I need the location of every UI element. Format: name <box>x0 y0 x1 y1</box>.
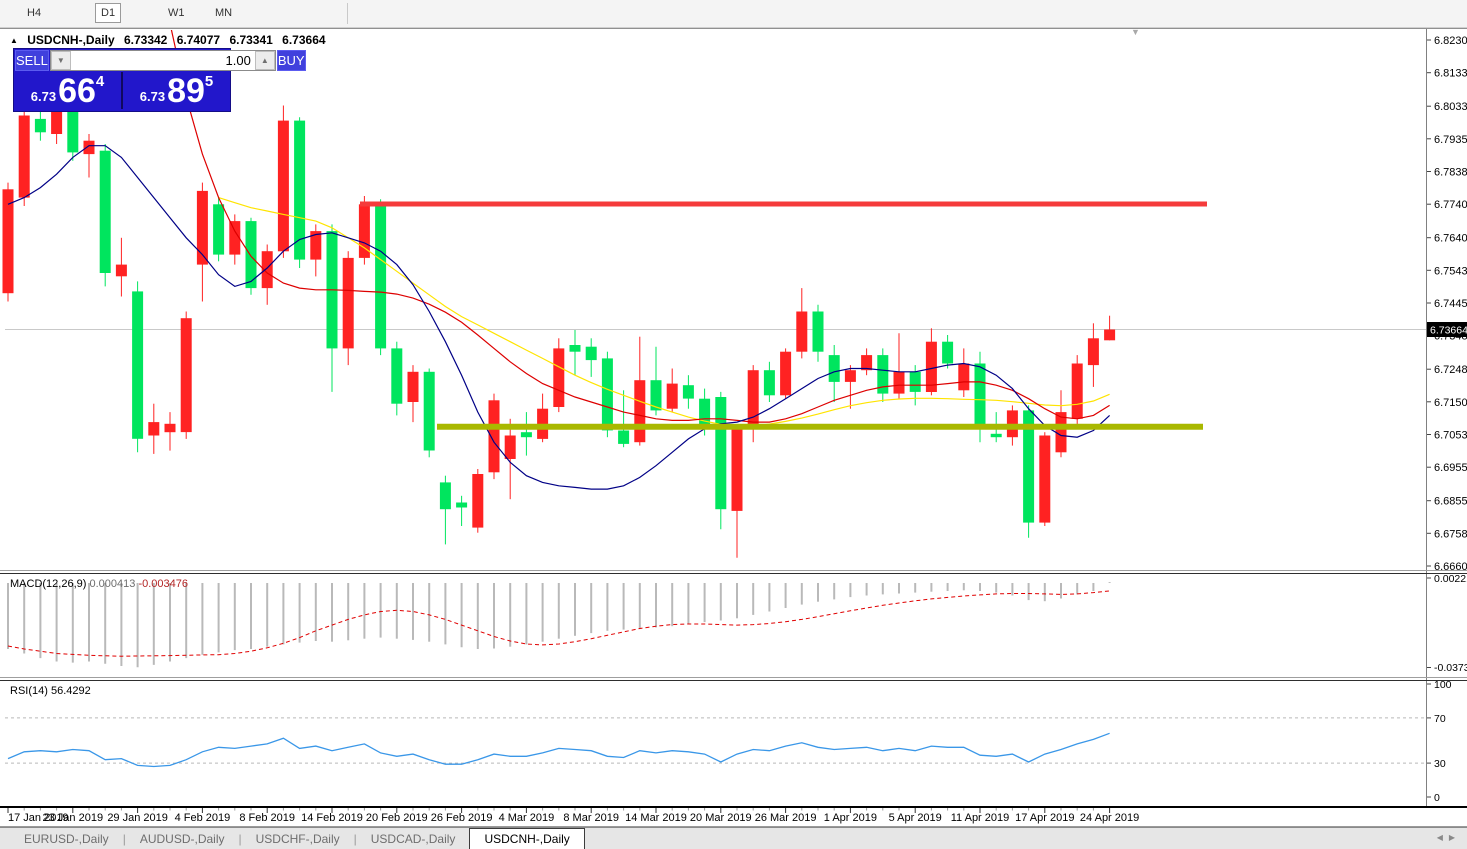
svg-text:26 Feb 2019: 26 Feb 2019 <box>431 812 493 824</box>
timeframe-button-w1[interactable]: W1 <box>168 7 185 19</box>
svg-text:11 Apr 2019: 11 Apr 2019 <box>951 812 1010 824</box>
tab-separator: | <box>238 831 242 846</box>
svg-text:6.72480: 6.72480 <box>1434 364 1467 376</box>
svg-text:6.75430: 6.75430 <box>1434 265 1467 277</box>
svg-text:17 Apr 2019: 17 Apr 2019 <box>1015 812 1074 824</box>
sell-price-prefix: 6.73 <box>30 89 57 104</box>
svg-text:6.77405: 6.77405 <box>1434 199 1467 211</box>
macd-main-value: 0.000413 <box>89 578 136 590</box>
buy-button[interactable]: BUY <box>276 50 306 71</box>
svg-text:8 Mar 2019: 8 Mar 2019 <box>563 812 619 824</box>
buy-price-big: 89 <box>167 72 205 111</box>
macd-name: MACD(12,26,9) <box>10 578 87 590</box>
chart-title: ▲ USDCNH-,Daily 6.73342 6.74077 6.73341 … <box>10 33 332 47</box>
tab-separator: | <box>122 831 126 846</box>
ohlc-high: 6.74077 <box>176 33 221 47</box>
svg-text:24 Apr 2019: 24 Apr 2019 <box>1080 812 1139 824</box>
svg-text:6.73664: 6.73664 <box>1430 325 1467 337</box>
ohlc-open: 6.73342 <box>123 33 168 47</box>
buy-price[interactable]: 6.73 89 5 <box>123 72 230 109</box>
timeframe-button-d1[interactable]: D1 <box>95 3 122 23</box>
svg-text:6.78380: 6.78380 <box>1434 167 1467 179</box>
svg-text:70: 70 <box>1434 713 1446 725</box>
volume-input[interactable] <box>70 51 255 70</box>
svg-text:6.76405: 6.76405 <box>1434 233 1467 245</box>
svg-text:1 Apr 2019: 1 Apr 2019 <box>824 812 877 824</box>
svg-text:6.66605: 6.66605 <box>1434 561 1467 573</box>
svg-text:6.68555: 6.68555 <box>1434 496 1467 508</box>
svg-text:6.74455: 6.74455 <box>1434 298 1467 310</box>
timeframe-button-mn[interactable]: MN <box>215 7 233 19</box>
volume-increase-icon[interactable]: ▲ <box>254 51 275 70</box>
svg-text:6.81330: 6.81330 <box>1434 68 1467 80</box>
sell-button[interactable]: SELL <box>15 50 49 71</box>
tab-usdcaddaily[interactable]: USDCAD-,Daily <box>370 831 456 846</box>
svg-text:6.69555: 6.69555 <box>1434 462 1467 474</box>
svg-text:20 Feb 2019: 20 Feb 2019 <box>366 812 428 824</box>
svg-text:8 Feb 2019: 8 Feb 2019 <box>239 812 295 824</box>
timeframe-toolbar: H4 D1 W1 MN <box>0 0 1467 28</box>
buy-price-prefix: 6.73 <box>139 89 166 104</box>
svg-text:14 Feb 2019: 14 Feb 2019 <box>301 812 363 824</box>
toolbar-separator <box>347 3 348 24</box>
one-click-trade-panel: SELL ▼ ▲ BUY 6.73 66 4 6.73 89 5 <box>13 48 306 112</box>
symbol-name: USDCNH-,Daily <box>27 33 115 47</box>
svg-text:6.80330: 6.80330 <box>1434 101 1467 113</box>
ohlc-low: 6.73341 <box>229 33 273 47</box>
chevron-down-icon[interactable]: ▼ <box>1131 27 1140 37</box>
svg-text:26 Mar 2019: 26 Mar 2019 <box>755 812 817 824</box>
svg-text:6.67580: 6.67580 <box>1434 528 1467 540</box>
svg-text:0.002212: 0.002212 <box>1434 573 1467 585</box>
rsi-name: RSI(14) <box>10 685 48 697</box>
svg-text:17 Jan 2019: 17 Jan 2019 <box>8 812 69 824</box>
svg-text:29 Jan 2019: 29 Jan 2019 <box>107 812 168 824</box>
svg-text:5 Apr 2019: 5 Apr 2019 <box>889 812 942 824</box>
svg-text:-0.037368: -0.037368 <box>1434 662 1467 674</box>
rsi-value: 56.4292 <box>50 685 91 697</box>
symbol-tab-bar: ◀▶ EURUSD-,Daily | AUDUSD-,Daily | USDCHF-,D… <box>0 827 1467 849</box>
collapse-icon[interactable]: ▲ <box>10 36 18 45</box>
svg-text:4 Mar 2019: 4 Mar 2019 <box>499 812 555 824</box>
buy-price-pip: 5 <box>204 73 214 90</box>
macd-signal-value: -0.003476 <box>138 578 188 590</box>
svg-text:100: 100 <box>1434 679 1452 691</box>
tab-audusddaily[interactable]: AUDUSD-,Daily <box>139 831 225 846</box>
volume-decrease-icon[interactable]: ▼ <box>50 51 71 70</box>
tab-scroll-right-icon[interactable]: ▶ <box>1448 833 1461 842</box>
svg-text:30: 30 <box>1434 758 1446 770</box>
svg-text:14 Mar 2019: 14 Mar 2019 <box>625 812 687 824</box>
svg-text:6.71505: 6.71505 <box>1434 397 1467 409</box>
sell-price-pip: 4 <box>95 73 105 90</box>
sell-price-big: 66 <box>58 72 96 111</box>
volume-stepper: ▼ ▲ <box>49 50 276 71</box>
svg-text:6.79355: 6.79355 <box>1434 134 1467 146</box>
svg-text:6.82305: 6.82305 <box>1434 35 1467 47</box>
svg-text:6.70530: 6.70530 <box>1434 430 1467 442</box>
ohlc-close: 6.73664 <box>282 33 326 47</box>
svg-text:4 Feb 2019: 4 Feb 2019 <box>175 812 231 824</box>
svg-text:20 Mar 2019: 20 Mar 2019 <box>690 812 752 824</box>
timeframe-button-h4[interactable]: H4 <box>27 7 42 19</box>
tab-separator: | <box>353 831 357 846</box>
tab-scroll-left-icon[interactable]: ◀ <box>1436 833 1449 842</box>
sell-price[interactable]: 6.73 66 4 <box>14 72 123 109</box>
svg-text:23 Jan 2019: 23 Jan 2019 <box>43 812 104 824</box>
tab-usdcnhdaily[interactable]: USDCNH-,Daily <box>469 827 585 849</box>
macd-indicator-label: MACD(12,26,9) 0.000413 -0.003476 <box>10 578 188 590</box>
rsi-indicator-label: RSI(14) 56.4292 <box>10 685 91 697</box>
svg-text:0: 0 <box>1434 792 1440 804</box>
tab-usdchfdaily[interactable]: USDCHF-,Daily <box>255 831 340 846</box>
tab-eurusddaily[interactable]: EURUSD-,Daily <box>24 831 109 846</box>
